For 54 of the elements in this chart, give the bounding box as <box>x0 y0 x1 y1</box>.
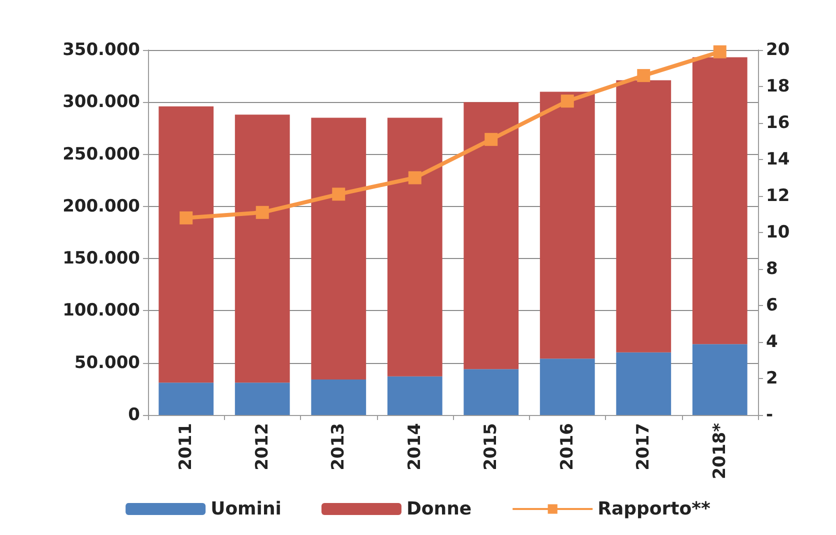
x-tick-label: 2018* <box>710 422 730 480</box>
point <box>484 132 498 146</box>
bar <box>692 57 748 344</box>
bar <box>616 352 672 415</box>
y2-tick-label: 18 <box>766 76 790 96</box>
bar <box>234 382 290 415</box>
y-tick-label: 200.000 <box>62 196 140 216</box>
bar <box>387 118 442 376</box>
y2-tick-label: 2 <box>766 368 778 388</box>
y-tick-label: 100.000 <box>62 300 140 321</box>
y2-tick-label: 4 <box>766 332 778 352</box>
y2-tick-label: 10 <box>766 222 790 242</box>
bar <box>387 376 442 415</box>
y2-tick-label: 16 <box>766 113 790 133</box>
bar <box>234 114 290 383</box>
bar <box>692 344 748 415</box>
point <box>180 211 193 224</box>
bar <box>464 369 519 415</box>
point <box>332 188 346 201</box>
y-tick-label: 0 <box>128 405 140 425</box>
bar <box>311 380 366 415</box>
y-tick-label: 50.000 <box>74 352 140 373</box>
bar <box>540 358 595 415</box>
y2-tick-label: 8 <box>766 259 778 279</box>
x-tick-label: 2012 <box>252 423 272 470</box>
x-tick-label: 2015 <box>481 423 502 470</box>
bar <box>311 118 366 380</box>
y-tick-label: 250.000 <box>62 144 140 164</box>
y-tick-label: 350.000 <box>62 40 140 60</box>
legend-label: Donne <box>406 498 472 520</box>
y-tick-label: 300.000 <box>62 92 140 112</box>
x-tick-label: 2016 <box>557 423 578 470</box>
y2-tick-label: 6 <box>766 296 778 316</box>
point <box>256 206 269 219</box>
x-tick-label: 2017 <box>634 423 654 470</box>
legend-label: Rapporto** <box>598 498 712 520</box>
y-tick-label: 150.000 <box>62 248 140 269</box>
point <box>408 171 422 184</box>
x-tick-label: 2011 <box>176 423 196 470</box>
x-tick-label: 2014 <box>404 422 425 470</box>
bar <box>540 92 595 359</box>
point <box>713 45 726 58</box>
point <box>637 69 650 82</box>
legend-label: Uomini <box>210 498 282 520</box>
bar <box>158 382 214 415</box>
bar <box>616 80 672 352</box>
x-tick-label: 2013 <box>328 423 349 470</box>
point <box>560 94 574 108</box>
bar <box>158 106 214 383</box>
y2-tick-label: 14 <box>766 150 790 170</box>
y2-tick-label: 20 <box>766 40 790 60</box>
y2-tick-label: - <box>766 405 774 425</box>
y2-tick-label: 12 <box>766 186 790 206</box>
bar <box>464 102 519 370</box>
